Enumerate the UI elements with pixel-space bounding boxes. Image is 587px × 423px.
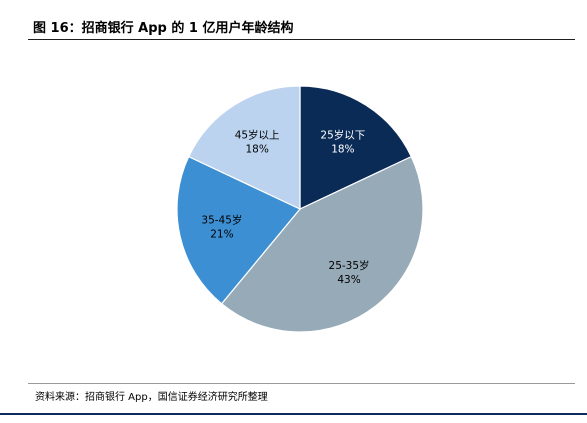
slice-label-3: 45岁以上 bbox=[235, 128, 280, 141]
slice-label-1: 25-35岁 bbox=[329, 259, 370, 272]
footer-bar bbox=[0, 413, 587, 415]
slice-label-0: 25岁以下 bbox=[320, 128, 365, 141]
source-divider bbox=[28, 383, 575, 384]
slice-value-0: 18% bbox=[331, 143, 354, 155]
figure-title: 图 16：招商银行 App 的 1 亿用户年龄结构 bbox=[33, 21, 294, 36]
title-divider bbox=[28, 39, 575, 40]
slice-value-2: 21% bbox=[210, 228, 233, 240]
pie-slice-1 bbox=[220, 155, 424, 333]
source-note: 资料来源：招商银行 App，国信证券经济研究所整理 bbox=[35, 392, 268, 403]
slice-label-2: 35-45岁 bbox=[201, 213, 242, 226]
slice-value-1: 43% bbox=[337, 274, 360, 286]
pie-slice-0 bbox=[299, 85, 413, 210]
pie-slice-3 bbox=[187, 85, 301, 210]
slice-value-3: 18% bbox=[245, 143, 268, 155]
pie-slice-2 bbox=[176, 155, 301, 305]
